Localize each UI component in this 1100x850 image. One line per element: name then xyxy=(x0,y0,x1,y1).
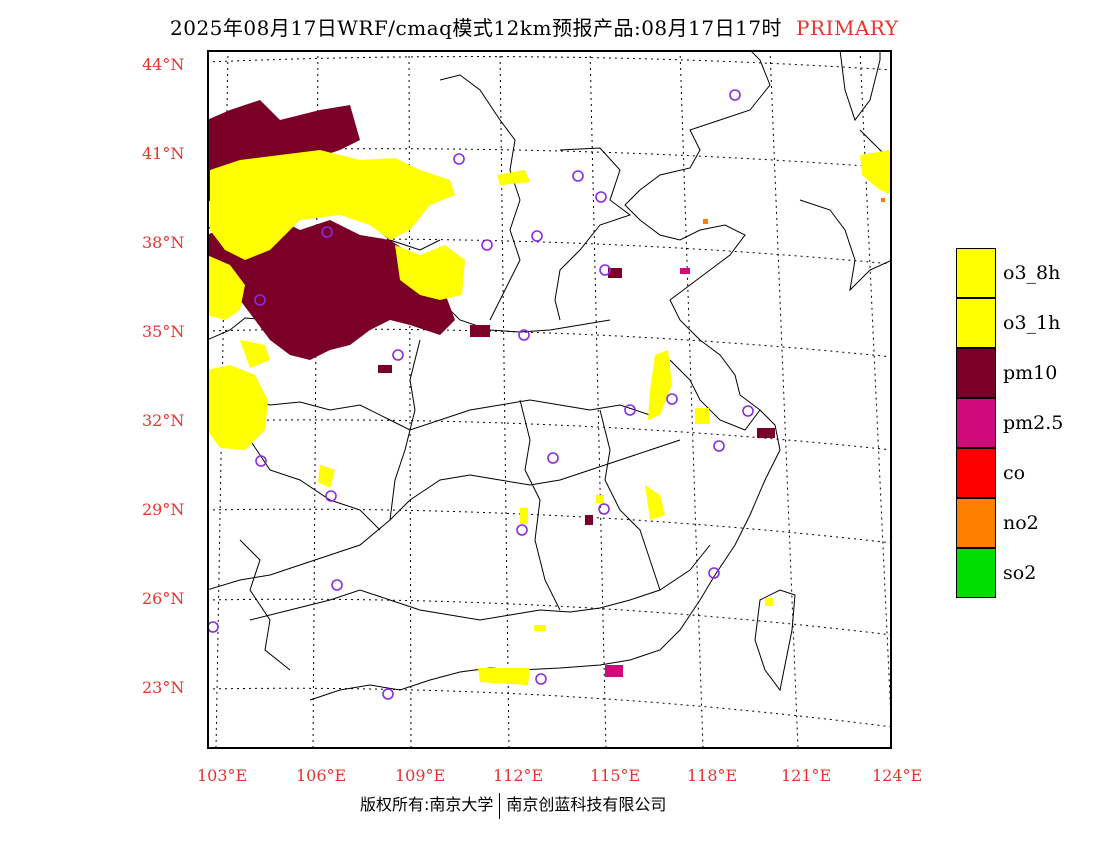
lon-label-115: 115°E xyxy=(590,766,641,785)
station-markers xyxy=(209,89,754,700)
lon-label-121: 121°E xyxy=(781,766,832,785)
copyright-left: 版权所有:南京大学 xyxy=(360,795,494,814)
lon-label-106: 106°E xyxy=(296,766,347,785)
legend-swatch-o3-1h xyxy=(956,298,996,348)
lat-label-44: 44°N xyxy=(142,55,185,74)
legend-label-no2: no2 xyxy=(1003,512,1039,534)
no2-region xyxy=(703,198,885,224)
legend-swatch-so2 xyxy=(956,548,996,598)
legend-label-pm10: pm10 xyxy=(1003,362,1058,384)
lat-label-41: 41°N xyxy=(142,144,185,163)
lat-label-32: 32°N xyxy=(142,411,185,430)
lat-label-35: 35°N xyxy=(142,322,185,341)
lat-label-29: 29°N xyxy=(142,500,185,519)
legend-swatch-pm10 xyxy=(956,348,996,398)
legend-swatch-pm25 xyxy=(956,398,996,448)
legend-label-so2: so2 xyxy=(1003,562,1037,584)
lat-label-23: 23°N xyxy=(142,678,185,697)
legend-label-co: co xyxy=(1003,462,1026,484)
lon-label-103: 103°E xyxy=(197,766,248,785)
legend-swatch-co xyxy=(956,448,996,498)
legend-swatch-no2 xyxy=(956,498,996,548)
copyright-right: 南京创蓝科技有限公司 xyxy=(506,795,667,814)
copyright-footer: 版权所有:南京大学 南京创蓝科技有限公司 xyxy=(360,791,666,819)
lat-label-26: 26°N xyxy=(142,589,185,608)
map-title: 2025年08月17日WRF/cmaq模式12km预报产品:08月17日17时 P… xyxy=(170,12,899,41)
pm25-region xyxy=(605,268,690,677)
title-text: 2025年08月17日WRF/cmaq模式12km预报产品:08月17日17时 xyxy=(170,16,783,40)
footer-separator xyxy=(499,792,501,819)
legend-label-o3-1h: o3_1h xyxy=(1003,312,1061,334)
legend-label-o3-8h: o3_8h xyxy=(1003,262,1061,284)
lon-label-124: 124°E xyxy=(872,766,923,785)
lon-label-109: 109°E xyxy=(395,766,446,785)
map-area xyxy=(207,50,892,749)
legend-swatch-o3-8h xyxy=(956,248,996,298)
lon-label-112: 112°E xyxy=(493,766,544,785)
lon-label-118: 118°E xyxy=(687,766,738,785)
lat-label-38: 38°N xyxy=(142,233,185,252)
o3-region xyxy=(209,150,890,685)
map-svg xyxy=(209,52,890,747)
title-primary-tag: PRIMARY xyxy=(796,16,899,40)
legend-label-pm25: pm2.5 xyxy=(1003,412,1064,434)
